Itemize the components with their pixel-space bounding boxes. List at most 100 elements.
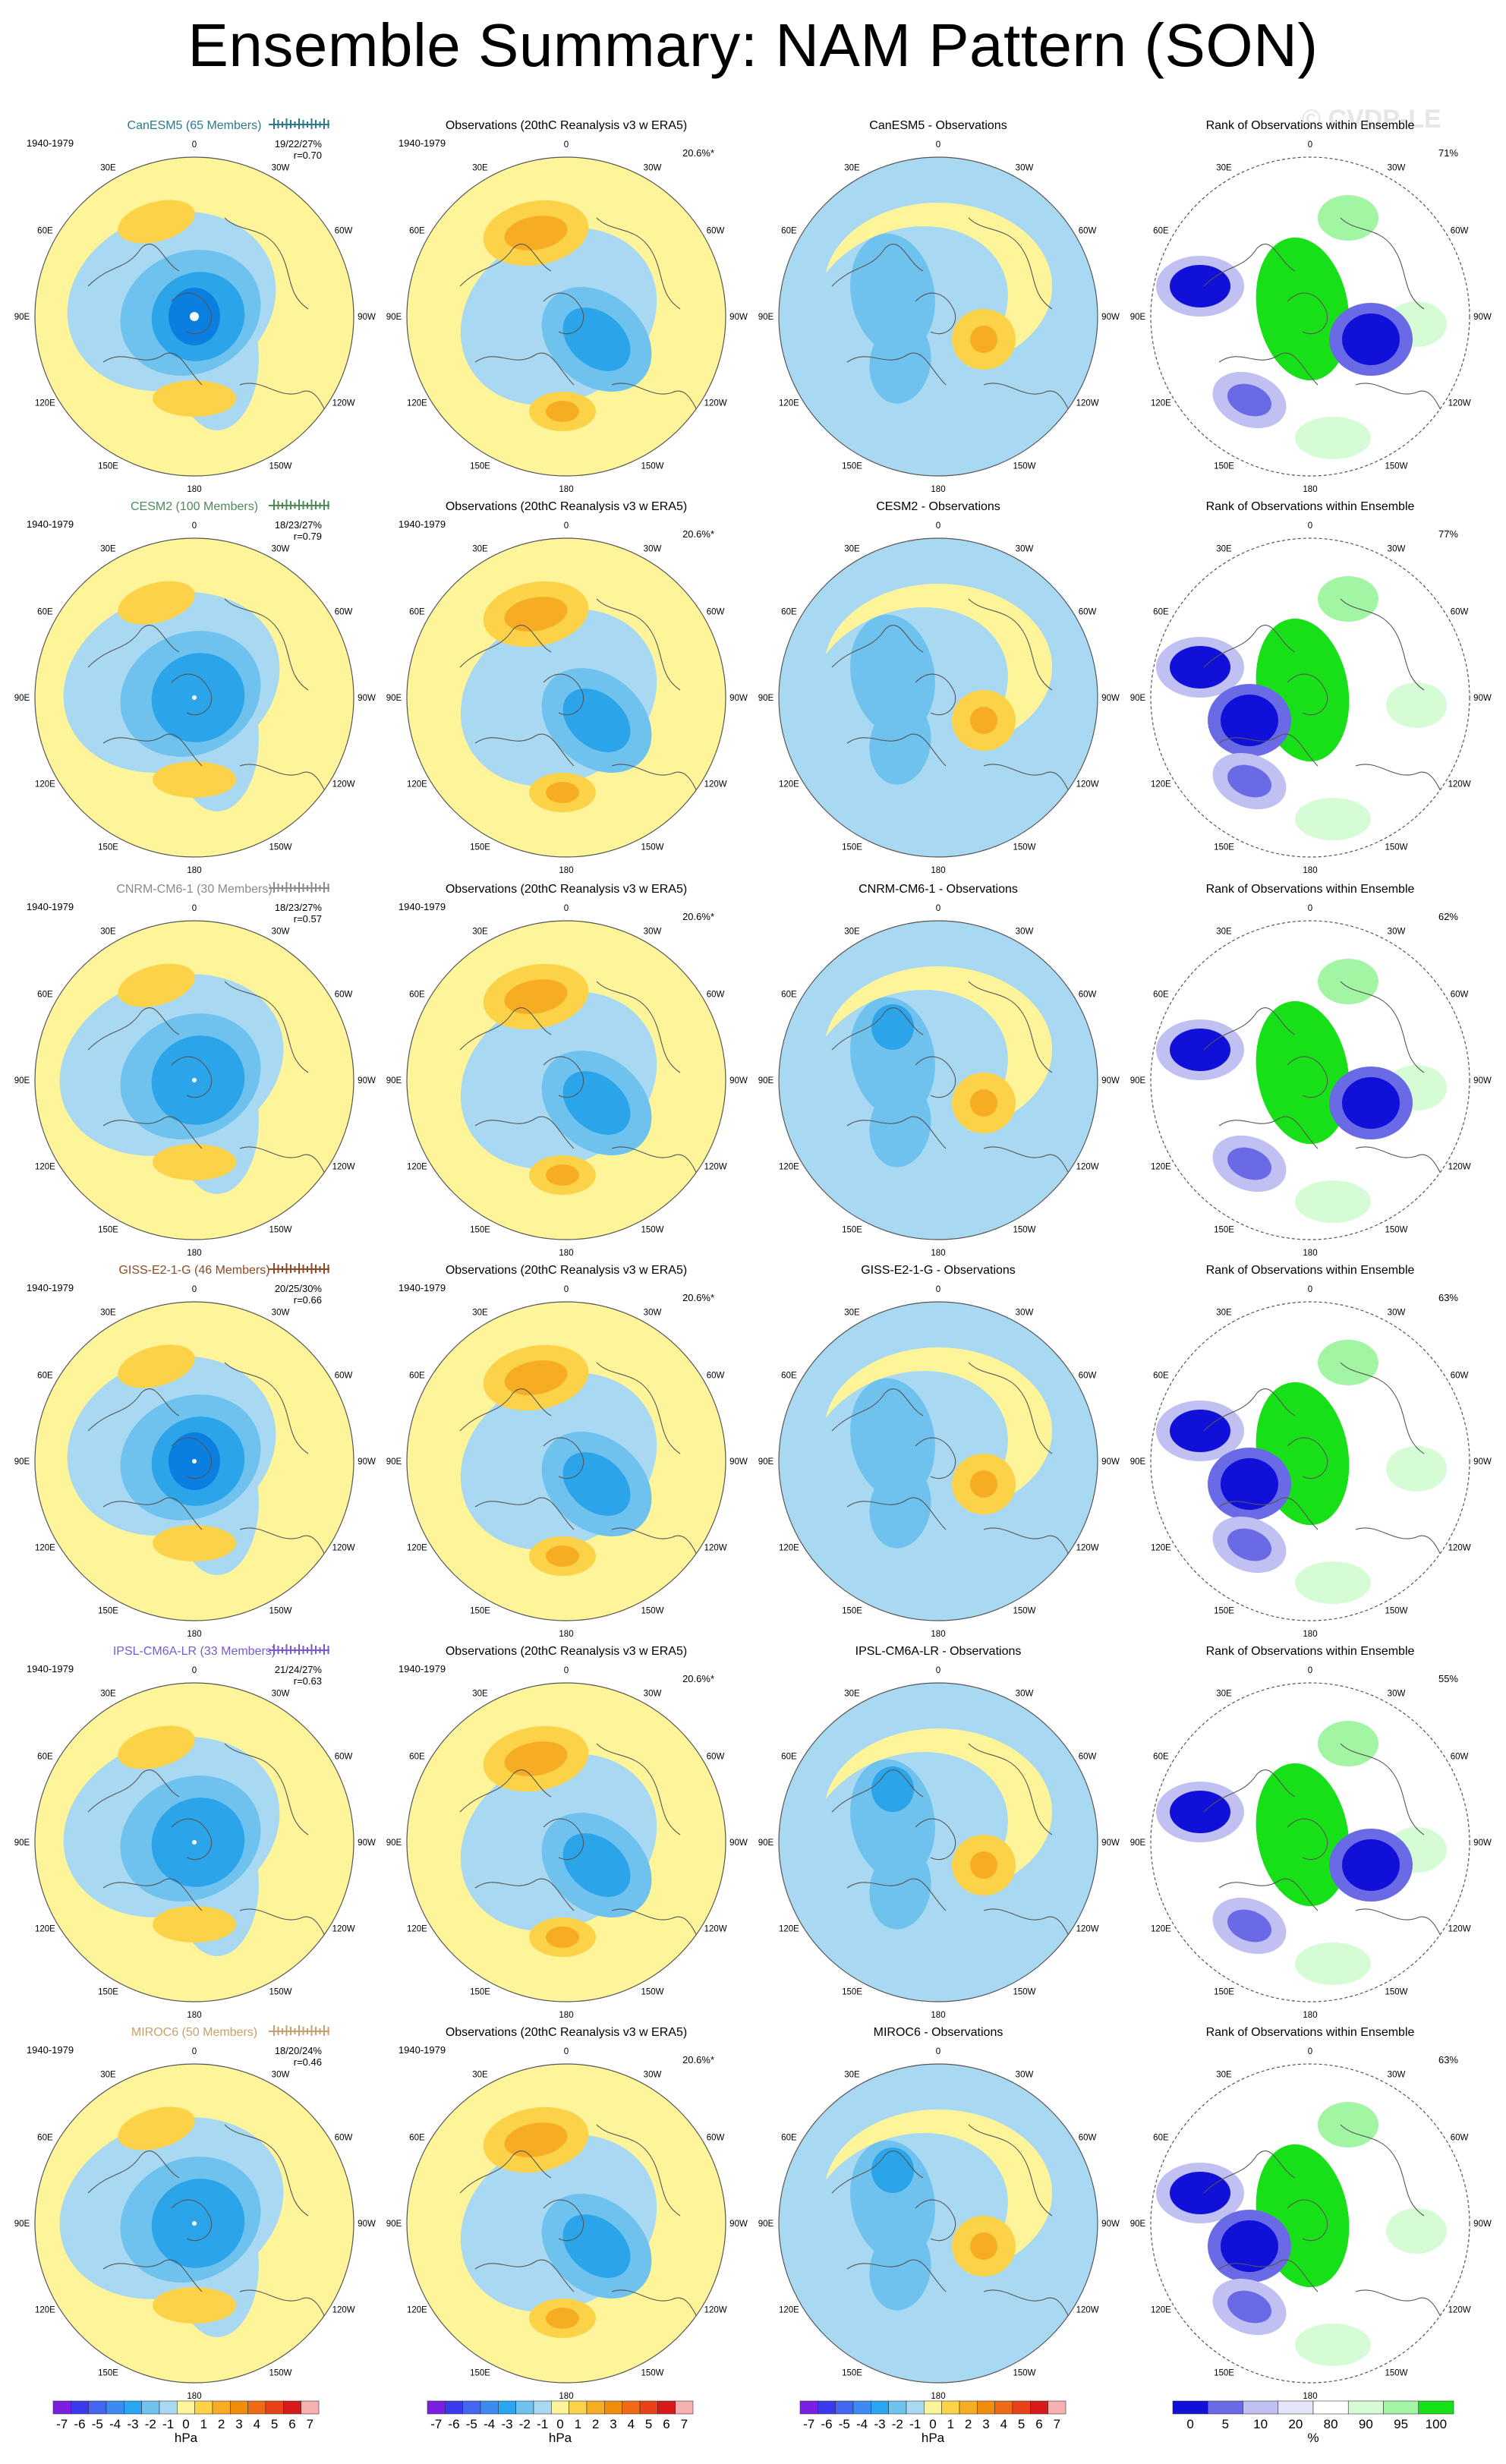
period-label: 1940-1979 [399, 1282, 446, 1293]
longitude-label: 0 [564, 1285, 569, 1294]
longitude-label: 150W [1385, 2369, 1407, 2378]
difference-panel-title: MIROC6 - Observations [874, 2026, 1003, 2039]
period-label: 1940-1979 [399, 1663, 446, 1675]
hpa-colorbar-swatch [52, 2400, 71, 2415]
longitude-label: 120E [407, 780, 427, 789]
variance-stats: 20/25/30% [275, 1283, 323, 1294]
hpa-colorbar-label: -5 [92, 2417, 103, 2431]
coastline [831, 1769, 924, 1813]
coastline [87, 624, 180, 668]
coastline [239, 2289, 332, 2330]
rank-high-region [1318, 2102, 1378, 2147]
longitude-label: 120E [407, 1163, 427, 1172]
coastline [1287, 1818, 1328, 1861]
longitude-label: 90W [1101, 694, 1120, 703]
ensemble-member-tick [319, 1266, 321, 1272]
hpa-colorbar-swatch [71, 2400, 89, 2415]
ensemble-member-tick [282, 503, 283, 509]
longitude-label: 30W [272, 163, 290, 172]
longitude-label: 150W [269, 462, 291, 471]
coastline [1218, 2259, 1319, 2292]
coastline [968, 1743, 1053, 1835]
rank-colorbar-label: 20 [1288, 2417, 1303, 2431]
longitude-label: 90W [1473, 313, 1492, 322]
ensemble-member-tick [307, 885, 308, 891]
coastline [611, 1908, 704, 1949]
coastline [1203, 1769, 1296, 1813]
coastline [474, 352, 575, 386]
difference-negative-region [869, 320, 931, 404]
coastline [1218, 1497, 1319, 1530]
longitude-label: 60E [1153, 608, 1169, 617]
hpa-colorbar-label: 3 [982, 2417, 989, 2431]
longitude-label: 30W [644, 163, 662, 172]
coastline [102, 733, 203, 767]
longitude-label: 120E [1151, 1544, 1171, 1553]
observations-panel-title: Observations (20thC Reanalysis v3 w ERA5… [446, 119, 687, 132]
coastline [846, 1497, 947, 1530]
ensemble-member-tick [323, 1263, 325, 1274]
longitude-label: 60W [335, 991, 353, 1000]
variance-stats: 21/24/27% [275, 1664, 323, 1675]
longitude-label: 150W [269, 843, 291, 852]
ensemble-member-tick [290, 1646, 291, 1654]
map-border [34, 2063, 354, 2384]
ensemble-member-tick [294, 1266, 296, 1272]
rank-low-region [1170, 1791, 1230, 1833]
hpa-colorbar-swatch [551, 2400, 569, 2415]
period-label: 1940-1979 [399, 518, 446, 530]
hpa-colorbar-label: 4 [628, 2417, 635, 2431]
rank-high-region [1318, 1340, 1378, 1385]
longitude-label: 60W [335, 608, 353, 617]
longitude-label: 0 [936, 904, 940, 913]
hpa-colorbar-label: 2 [218, 2417, 225, 2431]
longitude-label: 30E [472, 544, 488, 553]
ensemble-member-tick [302, 501, 304, 509]
hpa-colorbar-label: 0 [929, 2417, 936, 2431]
positive-anomaly-region [504, 2122, 568, 2157]
longitude-label: 30E [472, 163, 488, 172]
rank-colorbar-swatch [1278, 2400, 1314, 2415]
difference-negative-region [869, 1084, 931, 1167]
positive-anomaly-region [118, 1344, 195, 1388]
difference-positive-region [970, 1851, 997, 1879]
coastline [1355, 383, 1448, 424]
coastline [224, 1743, 309, 1835]
ensemble-member-tick [282, 1647, 283, 1653]
period-label: 1940-1979 [27, 137, 74, 149]
explained-variance: 20.6%* [682, 1673, 714, 1684]
coastline [474, 2259, 575, 2292]
coastline [1340, 217, 1425, 310]
map-border [778, 2063, 1098, 2384]
coastline [474, 1878, 575, 1911]
longitude-label: 180 [187, 485, 201, 494]
ensemble-member-tick [282, 121, 283, 128]
rank-low-region [1170, 265, 1230, 307]
ensemble-member-tick [319, 121, 321, 128]
longitude-label: 30E [472, 2070, 488, 2079]
longitude-label: 60W [1451, 227, 1469, 236]
coastline [87, 1388, 180, 1432]
rank-colorbar-swatch [1207, 2400, 1243, 2415]
rank-low-region [1221, 1458, 1278, 1510]
longitude-label: 60E [1153, 227, 1169, 236]
ensemble-member-tick [277, 501, 279, 509]
map-border [34, 920, 354, 1240]
longitude-label: 120E [407, 2306, 427, 2315]
model-panel-title: CanESM5 (65 Members) [128, 119, 262, 132]
coastline [846, 1878, 947, 1911]
coastline [102, 1497, 203, 1530]
ensemble-member-tick [290, 120, 291, 128]
ensemble-member-tick [298, 1263, 300, 1274]
hpa-colorbar-label: 0 [556, 2417, 563, 2431]
longitude-label: 120E [779, 399, 799, 408]
difference-negative-region [869, 1465, 931, 1549]
longitude-label: 90W [729, 694, 748, 703]
hpa-colorbar-label: -5 [839, 2417, 850, 2431]
longitude-label: 30E [844, 163, 860, 172]
longitude-label: 30E [1216, 163, 1232, 172]
coastline [611, 383, 704, 424]
coastline [1218, 1116, 1319, 1149]
ensemble-member-tick [319, 503, 321, 509]
coastline [968, 1362, 1053, 1454]
